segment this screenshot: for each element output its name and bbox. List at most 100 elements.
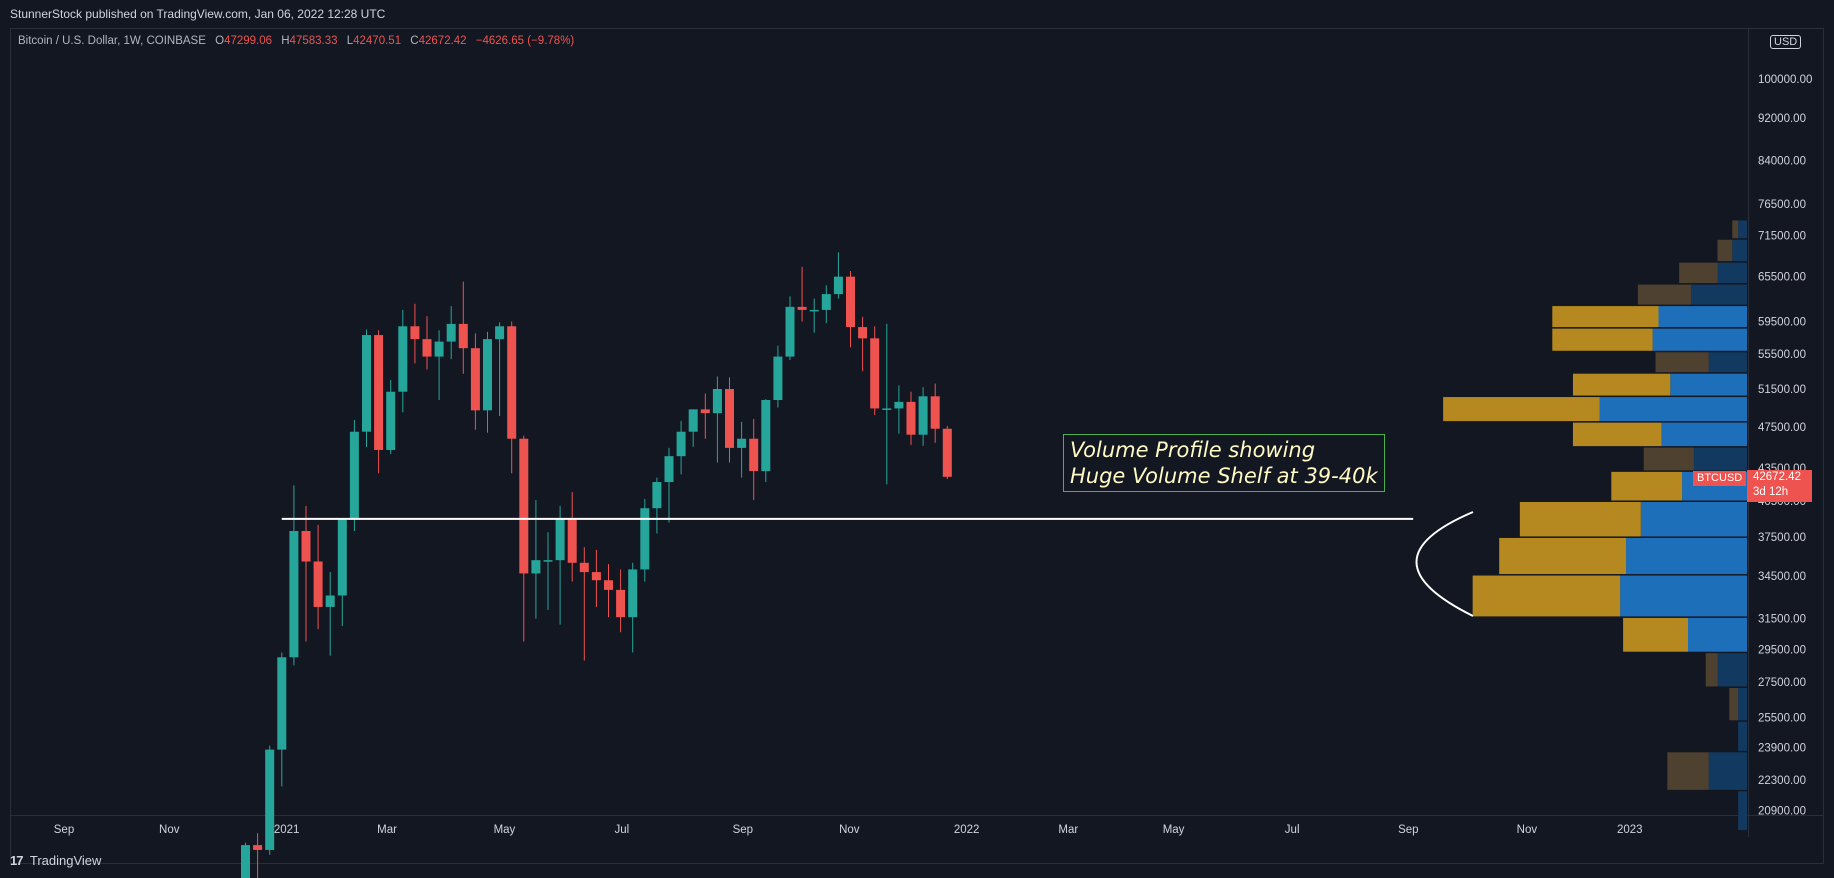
vp-up-bar (1738, 220, 1747, 239)
candle-down (700, 409, 710, 414)
vp-up-bar (1717, 653, 1747, 687)
candle-up (652, 482, 662, 509)
tradingview-footer[interactable]: 17 TradingView (10, 853, 101, 868)
vp-up-bar (1738, 721, 1747, 751)
time-tick-label: Nov (159, 824, 180, 836)
vp-up-bar (1738, 791, 1747, 831)
candle-up (918, 396, 928, 435)
candle-up (628, 569, 638, 618)
vp-down-bar (1519, 501, 1641, 537)
candle-up (398, 326, 408, 392)
vp-down-bar (1623, 617, 1688, 652)
vp-up-bar (1708, 752, 1747, 790)
candle-up (277, 657, 287, 750)
candle-down (930, 396, 940, 429)
candle-down (870, 338, 880, 409)
price-tick-label: 31500.00 (1758, 614, 1806, 626)
candles (241, 252, 952, 878)
time-tick-label: 2022 (954, 824, 980, 836)
vp-up-bar (1661, 422, 1747, 447)
symbol-label[interactable]: Bitcoin / U.S. Dollar, 1W, COINBASE (18, 35, 206, 47)
annotation-line-2: Huge Volume Shelf at 39-40k (1070, 464, 1378, 488)
vp-up-bar (1738, 687, 1747, 721)
vp-up-bar (1693, 447, 1747, 471)
candle-up (543, 560, 553, 562)
candle-up (289, 531, 299, 658)
vp-down-bar (1732, 220, 1739, 239)
candle-up (712, 388, 722, 414)
candle-down (846, 276, 855, 328)
candle-up (386, 391, 396, 450)
candle-up (664, 456, 674, 483)
vp-up-bar (1658, 306, 1747, 328)
vp-down-bar (1472, 575, 1621, 617)
volume-profile (1443, 220, 1747, 831)
annotation-line-1: Volume Profile showing (1070, 438, 1316, 462)
vp-down-bar (1667, 752, 1709, 790)
price-axis: 20900.00 22300.00 23900.00 25500.00 27500.00… (1758, 39, 1812, 817)
vp-up-bar (1670, 373, 1747, 396)
last-price-value: 42672.42 (1753, 471, 1801, 483)
candle-down (604, 580, 613, 590)
candle-down (410, 326, 420, 340)
vp-down-bar (1572, 422, 1662, 447)
candle-down (507, 326, 517, 439)
candle-up (894, 401, 904, 409)
time-tick-label: Sep (54, 824, 74, 836)
candle-down (253, 845, 263, 850)
bar-countdown: 3d 12h (1753, 486, 1789, 498)
price-tick-label: 84000.00 (1758, 155, 1806, 167)
vp-down-bar (1552, 306, 1659, 328)
candle-up (785, 306, 795, 357)
candle-up (434, 341, 444, 357)
candle-up (265, 749, 275, 850)
vp-down-bar (1637, 284, 1691, 305)
price-tick-label: 76500.00 (1758, 199, 1806, 211)
price-tick-label: 37500.00 (1758, 532, 1806, 544)
candle-up (882, 408, 892, 410)
candle-down (422, 339, 432, 357)
vp-up-bar (1626, 537, 1747, 575)
vp-down-bar (1611, 471, 1683, 501)
price-tick-label: 92000.00 (1758, 113, 1806, 125)
chart-panel[interactable] (10, 28, 1824, 864)
price-tick-label: 29500.00 (1758, 644, 1806, 656)
candle-down (942, 428, 952, 477)
vp-up-bar (1717, 262, 1747, 284)
vp-up-bar (1690, 284, 1747, 305)
time-tick-label: Sep (733, 824, 753, 836)
publisher-text: StunnerStock published on TradingView.co… (10, 7, 386, 21)
price-tick-label: 20900.00 (1758, 805, 1806, 817)
candle-up (325, 595, 335, 607)
candle-up (483, 339, 492, 411)
candle-down (725, 388, 734, 448)
candle-down (906, 401, 916, 435)
candle-up (349, 431, 359, 519)
price-tick-label: 22300.00 (1758, 775, 1806, 787)
price-tick-label: 59500.00 (1758, 317, 1806, 329)
candle-down (470, 348, 480, 411)
time-tick-label: 2023 (1617, 824, 1643, 836)
candle-up (761, 400, 771, 472)
vp-up-bar (1708, 352, 1747, 373)
vp-down-bar (1729, 687, 1739, 721)
candle-down (858, 327, 868, 339)
text-annotation[interactable]: Volume Profile showing Huge Volume Shelf… (1063, 434, 1385, 492)
candle-up (809, 309, 819, 312)
price-tick-label: 27500.00 (1758, 677, 1806, 689)
vp-up-bar (1599, 397, 1747, 422)
candle-down (591, 572, 601, 581)
time-tick-label: Jul (614, 824, 629, 836)
ohlc-legend: Bitcoin / U.S. Dollar, 1W, COINBASE O472… (18, 35, 574, 47)
time-tick-label: Jul (1285, 824, 1300, 836)
vp-up-bar (1732, 239, 1747, 262)
last-price-tag: 42672.42 3d 12h (1747, 470, 1812, 502)
price-tick-label: 25500.00 (1758, 712, 1806, 724)
candle-down (458, 323, 468, 349)
tradingview-logo-icon: 17 (10, 853, 24, 868)
vp-down-bar (1443, 397, 1600, 422)
vp-down-bar (1655, 352, 1709, 373)
currency-button[interactable]: USD (1770, 35, 1802, 49)
vp-down-bar (1705, 653, 1718, 687)
